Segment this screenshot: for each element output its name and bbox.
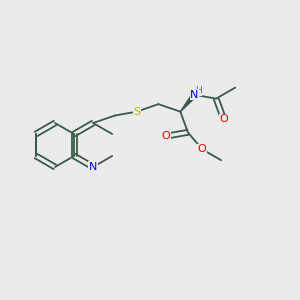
- Text: N: N: [190, 90, 199, 100]
- Text: S: S: [133, 107, 140, 117]
- Text: O: O: [162, 131, 171, 141]
- Text: N: N: [89, 162, 97, 172]
- Text: H: H: [195, 86, 202, 95]
- Text: O: O: [198, 144, 206, 154]
- Text: O: O: [219, 114, 228, 124]
- Polygon shape: [180, 93, 196, 112]
